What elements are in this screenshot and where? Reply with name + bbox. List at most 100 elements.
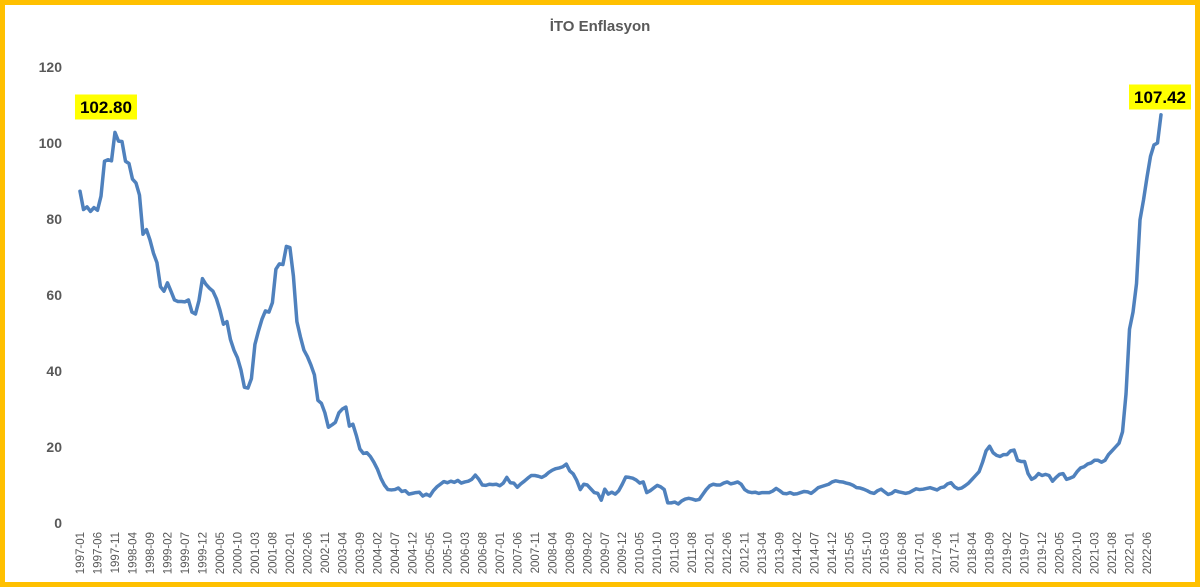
data-point [536,474,540,478]
data-point [1065,478,1069,482]
data-point [634,478,638,482]
data-point [718,483,722,487]
data-point [613,492,617,496]
data-point [166,281,170,285]
data-point [372,460,376,464]
data-point [995,454,999,458]
data-point [1016,459,1020,463]
data-point [953,485,957,489]
annotations: 102.80 107.42 [74,84,1191,120]
x-tick-label: 2006-08 [477,532,489,574]
x-tick-label: 2012-11 [740,532,752,573]
data-point [1030,478,1034,482]
data-point [134,181,138,185]
data-point [963,484,967,488]
data-point [883,490,887,494]
data-point [470,478,474,482]
data-point [103,159,107,163]
data-point [753,490,757,494]
data-point [918,488,922,492]
x-tick-label: 2014-12 [827,532,839,574]
data-point [939,486,943,490]
data-point [1124,392,1128,396]
data-point [557,466,561,470]
x-tick-label: 2018-04 [967,531,979,574]
data-point [603,487,607,491]
data-point [453,481,457,485]
data-point [1054,476,1058,480]
data-point [659,485,663,489]
data-point [715,483,719,487]
x-tick-label: 2009-12 [617,532,629,574]
data-point [442,480,446,484]
data-point [725,480,729,484]
x-tick-label: 2021-08 [1107,532,1119,574]
data-point [816,486,820,490]
data-point [585,483,589,487]
data-point [491,483,495,487]
data-point [932,487,936,491]
data-point [110,159,114,163]
data-point [344,405,348,409]
data-point [1138,218,1142,222]
data-point [904,492,908,496]
data-point [589,487,593,491]
data-point [806,490,810,494]
data-point [813,489,817,493]
data-point [173,298,177,302]
data-point [232,348,236,352]
data-point [645,491,649,495]
x-tick-label: 2008-09 [565,532,577,574]
data-point [711,482,715,486]
data-point [302,348,306,352]
data-point [1047,474,1051,478]
data-point [397,486,401,490]
data-point [264,309,268,313]
data-point [467,479,471,483]
data-point [113,131,117,135]
data-point [907,491,911,495]
data-point [736,480,740,484]
data-point [624,475,628,479]
x-tick-label: 2002-11 [320,532,332,573]
data-point [432,489,436,493]
data-point [390,488,394,492]
data-point [617,489,621,493]
data-point [879,487,883,491]
data-point [1082,465,1086,469]
data-point [900,491,904,495]
data-point [512,481,516,485]
data-point [327,425,331,429]
x-tick-label: 2019-07 [1020,532,1032,574]
data-point [1033,476,1037,480]
data-point [722,481,726,485]
data-point [676,502,680,506]
data-point [201,277,205,281]
x-tick-label: 2013-09 [775,532,787,574]
data-point [865,489,869,493]
x-tick-label: 2002-01 [285,532,297,574]
data-point [446,481,450,485]
data-point [386,488,390,492]
x-tick-label: 2016-08 [897,532,909,574]
x-tick-label: 2000-05 [215,532,227,574]
data-point [935,488,939,492]
data-point [1089,461,1093,465]
data-point [1131,310,1135,314]
data-point [1026,472,1030,476]
data-point [837,480,841,484]
data-point [1110,449,1114,453]
data-point [341,407,345,411]
data-point [1156,141,1160,145]
data-point [306,355,310,359]
data-point [771,489,775,493]
x-tick-label: 2004-07 [390,532,402,574]
data-point [162,289,166,293]
data-point [250,377,254,381]
y-tick-label: 120 [39,59,63,75]
data-point [138,193,142,197]
x-tick-label: 1997-01 [75,532,87,574]
data-point [631,476,635,480]
data-point [554,467,558,471]
data-point [960,486,964,490]
